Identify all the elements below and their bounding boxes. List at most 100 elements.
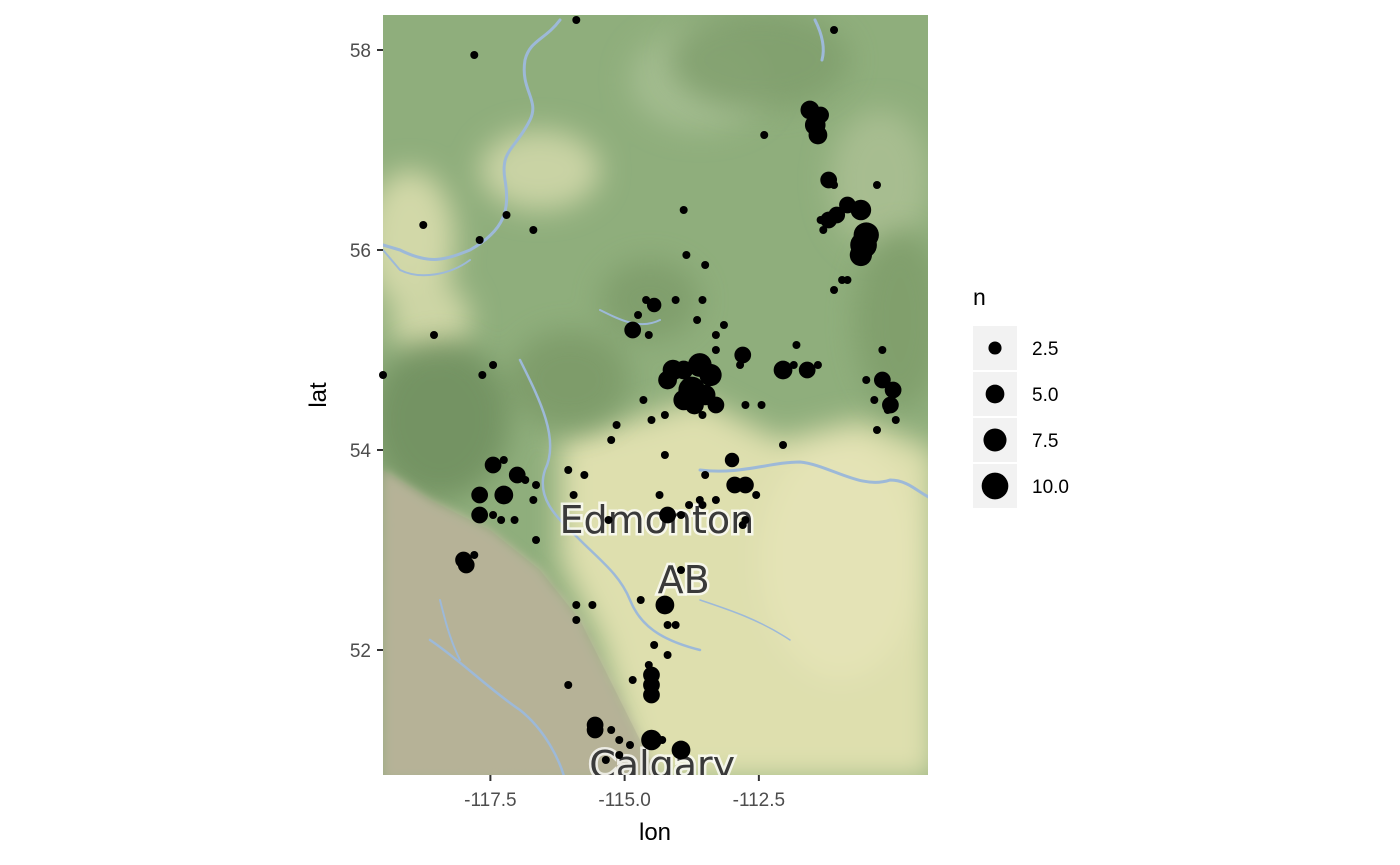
- data-point: [634, 311, 643, 319]
- x-tick-label: -117.5: [464, 790, 516, 811]
- data-point: [502, 211, 511, 219]
- map-label-edmonton: Edmonton: [559, 498, 754, 542]
- data-point: [671, 296, 680, 304]
- data-point: [883, 406, 892, 414]
- data-point: [615, 736, 624, 744]
- data-point: [659, 506, 676, 524]
- legend-symbol: [985, 384, 1005, 404]
- y-tick-label: 52: [350, 641, 371, 662]
- data-point: [572, 16, 581, 24]
- x-axis-title: lon: [639, 819, 671, 846]
- data-point: [586, 721, 604, 739]
- data-point: [819, 226, 828, 234]
- legend-label: 7.5: [1032, 431, 1058, 452]
- data-point: [707, 396, 725, 414]
- data-point: [497, 516, 506, 524]
- data-point: [792, 341, 801, 349]
- y-axis-title: lat: [305, 382, 332, 408]
- data-point: [671, 740, 691, 760]
- data-point: [615, 751, 624, 759]
- data-point: [644, 331, 653, 339]
- data-point: [510, 516, 519, 524]
- data-point: [604, 516, 613, 524]
- data-point: [682, 251, 691, 259]
- data-point: [698, 411, 707, 419]
- legend-symbol: [983, 428, 1007, 452]
- data-point: [658, 736, 667, 744]
- data-point: [685, 395, 704, 415]
- data-point: [660, 451, 669, 459]
- data-point: [489, 361, 498, 369]
- data-point: [849, 243, 873, 267]
- data-point: [655, 595, 675, 615]
- data-point: [671, 621, 680, 629]
- map-label-calgary: Calgary: [589, 743, 735, 787]
- data-point: [471, 486, 489, 504]
- data-point: [475, 236, 484, 244]
- data-point: [813, 361, 822, 369]
- map-label-ab: AB: [658, 558, 710, 602]
- data-point: [878, 346, 887, 354]
- data-point: [529, 226, 538, 234]
- data-point: [736, 361, 745, 369]
- data-point: [532, 536, 541, 544]
- data-point: [719, 321, 728, 329]
- data-point: [607, 726, 616, 734]
- data-point: [779, 441, 788, 449]
- data-point: [569, 491, 578, 499]
- data-point: [698, 296, 707, 304]
- data-point: [564, 466, 573, 474]
- data-point: [639, 396, 648, 404]
- data-point: [650, 641, 659, 649]
- data-point: [734, 346, 752, 364]
- data-point: [738, 521, 747, 529]
- data-point: [601, 756, 610, 764]
- x-tick-label: -112.5: [733, 790, 785, 811]
- data-point: [850, 199, 872, 221]
- size-legend: n 2.5 5.0 7.5 10.0: [973, 284, 1069, 508]
- data-point: [646, 297, 662, 313]
- points-layer: [379, 16, 902, 764]
- data-point: [701, 261, 710, 269]
- data-point: [711, 496, 720, 504]
- data-point: [711, 346, 720, 354]
- data-point: [828, 206, 846, 224]
- data-point: [685, 501, 694, 509]
- data-point: [862, 376, 871, 384]
- data-point: [677, 566, 686, 574]
- data-point: [830, 181, 839, 189]
- data-point: [572, 601, 581, 609]
- x-tick-label: -115.0: [598, 790, 650, 811]
- data-point: [625, 741, 634, 749]
- data-point: [379, 371, 387, 379]
- data-point: [636, 596, 645, 604]
- data-point: [737, 476, 754, 494]
- legend-symbol: [981, 472, 1009, 500]
- legend-label: 5.0: [1032, 385, 1058, 406]
- data-point: [419, 221, 428, 229]
- data-point: [643, 686, 660, 704]
- data-point: [891, 416, 900, 424]
- data-point: [607, 436, 616, 444]
- data-point: [529, 496, 538, 504]
- data-point: [760, 131, 769, 139]
- data-point: [628, 676, 637, 684]
- data-point: [677, 511, 686, 519]
- x-axis: -117.5 -115.0 -112.5: [464, 775, 785, 811]
- y-axis: 52 54 56 58: [350, 41, 383, 662]
- data-point: [588, 601, 597, 609]
- data-point: [724, 452, 740, 468]
- data-point: [658, 370, 677, 390]
- data-point: [693, 316, 702, 324]
- data-point: [679, 206, 688, 214]
- data-point: [711, 331, 720, 339]
- data-point: [873, 371, 891, 389]
- legend-symbol: [988, 341, 1002, 355]
- data-point: [701, 471, 710, 479]
- data-point: [564, 681, 573, 689]
- data-point: [655, 491, 664, 499]
- data-point: [699, 363, 722, 387]
- data-point: [580, 471, 589, 479]
- data-point: [752, 491, 761, 499]
- data-point: [494, 485, 514, 505]
